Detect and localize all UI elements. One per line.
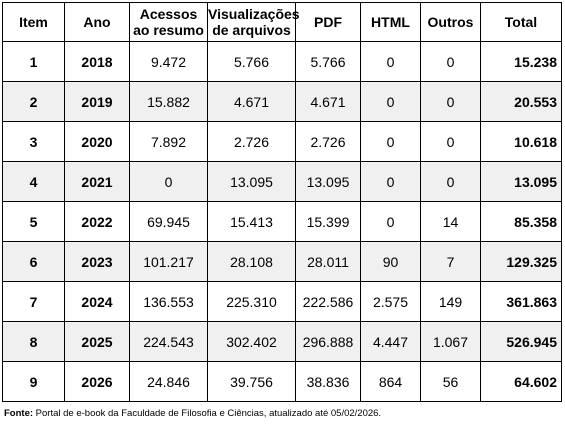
table-row: 3 2020 7.892 2.726 2.726 0 0 10.618 (3, 122, 562, 162)
column-header-html: HTML (361, 3, 421, 42)
cell-total: 129.325 (481, 242, 562, 282)
cell-total: 361.863 (481, 282, 562, 322)
cell-other: 7 (421, 242, 481, 282)
cell-total: 526.945 (481, 322, 562, 362)
cell-year: 2023 (65, 242, 130, 282)
cell-file-views: 225.310 (208, 282, 296, 322)
column-header-item: Item (3, 3, 65, 42)
table-row: 6 2023 101.217 28.108 28.011 90 7 129.325 (3, 242, 562, 282)
cell-html: 0 (361, 162, 421, 202)
cell-year: 2022 (65, 202, 130, 242)
table-row: 9 2026 24.846 39.756 38.836 864 56 64.602 (3, 362, 562, 402)
table-row: 5 2022 69.945 15.413 15.399 0 14 85.358 (3, 202, 562, 242)
cell-abstract-accesses: 101.217 (130, 242, 208, 282)
table-row: 4 2021 0 13.095 13.095 0 0 13.095 (3, 162, 562, 202)
table-row: 8 2025 224.543 302.402 296.888 4.447 1.067 526.… (3, 322, 562, 362)
cell-html: 0 (361, 42, 421, 82)
table-header-row: Item Ano Acessos ao resumo Visualizações de… (3, 3, 562, 42)
cell-other: 0 (421, 122, 481, 162)
cell-item: 9 (3, 362, 65, 402)
cell-item: 8 (3, 322, 65, 362)
cell-file-views: 4.671 (208, 82, 296, 122)
column-header-pdf: PDF (296, 3, 361, 42)
column-header-file-views: Visualizações de arquivos (208, 3, 296, 42)
cell-abstract-accesses: 224.543 (130, 322, 208, 362)
cell-file-views: 302.402 (208, 322, 296, 362)
cell-other: 0 (421, 82, 481, 122)
cell-other: 1.067 (421, 322, 481, 362)
cell-pdf: 296.888 (296, 322, 361, 362)
cell-item: 3 (3, 122, 65, 162)
cell-total: 15.238 (481, 42, 562, 82)
cell-year: 2019 (65, 82, 130, 122)
cell-other: 14 (421, 202, 481, 242)
cell-pdf: 5.766 (296, 42, 361, 82)
cell-abstract-accesses: 15.882 (130, 82, 208, 122)
cell-file-views: 13.095 (208, 162, 296, 202)
cell-total: 85.358 (481, 202, 562, 242)
cell-total: 20.553 (481, 82, 562, 122)
cell-other: 0 (421, 162, 481, 202)
cell-file-views: 15.413 (208, 202, 296, 242)
source-label: Fonte: (4, 408, 33, 419)
cell-html: 0 (361, 82, 421, 122)
cell-item: 7 (3, 282, 65, 322)
cell-abstract-accesses: 9.472 (130, 42, 208, 82)
table-row: 1 2018 9.472 5.766 5.766 0 0 15.238 (3, 42, 562, 82)
cell-year: 2024 (65, 282, 130, 322)
table-body: 1 2018 9.472 5.766 5.766 0 0 15.238 2 2019 15.882 4… (3, 42, 562, 402)
cell-year: 2026 (65, 362, 130, 402)
source-text: Portal de e-book da Faculdade de Filosof… (33, 408, 381, 419)
cell-other: 0 (421, 42, 481, 82)
cell-file-views: 2.726 (208, 122, 296, 162)
cell-other: 56 (421, 362, 481, 402)
cell-total: 10.618 (481, 122, 562, 162)
cell-html: 4.447 (361, 322, 421, 362)
column-header-year: Ano (65, 3, 130, 42)
access-statistics-table-container: Item Ano Acessos ao resumo Visualizações de… (2, 2, 561, 402)
cell-year: 2018 (65, 42, 130, 82)
cell-abstract-accesses: 136.553 (130, 282, 208, 322)
cell-pdf: 13.095 (296, 162, 361, 202)
column-header-total: Total (481, 3, 562, 42)
cell-abstract-accesses: 69.945 (130, 202, 208, 242)
cell-pdf: 222.586 (296, 282, 361, 322)
cell-file-views: 5.766 (208, 42, 296, 82)
cell-file-views: 39.756 (208, 362, 296, 402)
cell-html: 2.575 (361, 282, 421, 322)
cell-html: 0 (361, 202, 421, 242)
cell-pdf: 28.011 (296, 242, 361, 282)
cell-abstract-accesses: 24.846 (130, 362, 208, 402)
cell-year: 2020 (65, 122, 130, 162)
cell-item: 1 (3, 42, 65, 82)
cell-pdf: 2.726 (296, 122, 361, 162)
cell-total: 13.095 (481, 162, 562, 202)
cell-item: 6 (3, 242, 65, 282)
cell-item: 5 (3, 202, 65, 242)
cell-pdf: 4.671 (296, 82, 361, 122)
column-header-abstract-accesses: Acessos ao resumo (130, 3, 208, 42)
cell-abstract-accesses: 7.892 (130, 122, 208, 162)
cell-other: 149 (421, 282, 481, 322)
table-row: 7 2024 136.553 225.310 222.586 2.575 149 361.86… (3, 282, 562, 322)
cell-year: 2021 (65, 162, 130, 202)
cell-abstract-accesses: 0 (130, 162, 208, 202)
table-row: 2 2019 15.882 4.671 4.671 0 0 20.553 (3, 82, 562, 122)
cell-total: 64.602 (481, 362, 562, 402)
column-header-other: Outros (421, 3, 481, 42)
cell-html: 90 (361, 242, 421, 282)
cell-year: 2025 (65, 322, 130, 362)
access-statistics-table: Item Ano Acessos ao resumo Visualizações de… (2, 2, 562, 402)
cell-item: 2 (3, 82, 65, 122)
cell-html: 0 (361, 122, 421, 162)
cell-file-views: 28.108 (208, 242, 296, 282)
cell-pdf: 38.836 (296, 362, 361, 402)
cell-item: 4 (3, 162, 65, 202)
source-note: Fonte: Portal de e-book da Faculdade de … (4, 408, 381, 419)
cell-pdf: 15.399 (296, 202, 361, 242)
cell-html: 864 (361, 362, 421, 402)
